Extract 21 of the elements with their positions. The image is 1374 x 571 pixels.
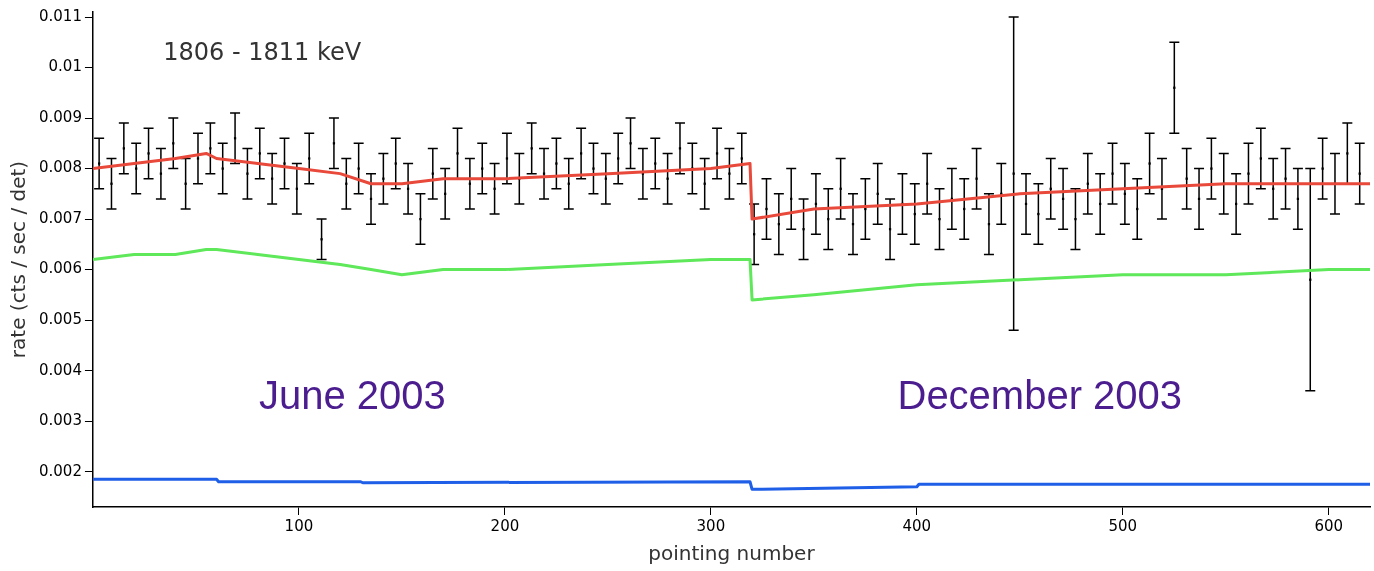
y-tick-label: 0.004 [38,360,82,379]
x-tick-label: 100 [284,516,314,535]
x-tick-label: 400 [902,516,932,535]
annotation: 1806 - 1811 keV [163,38,362,67]
x-tick-label: 200 [490,516,520,535]
y-tick-label: 0.007 [38,208,82,227]
annotation: June 2003 [258,373,446,418]
x-tick-label: 300 [696,516,726,535]
y-tick-label: 0.011 [38,6,82,25]
y-axis-title: rate (cts / sec / det) [6,160,31,359]
x-tick-label: 600 [1314,516,1344,535]
y-tick-label: 0.006 [38,259,82,278]
y-tick-label: 0.005 [38,310,82,328]
y-tick-label: 0.003 [38,411,82,430]
y-tick-label: 0.01 [48,57,82,76]
y-tick-label: 0.008 [38,158,82,177]
x-axis-title: pointing number [648,541,816,566]
y-tick-label: 0.002 [38,461,82,480]
x-tick-label: 500 [1108,516,1138,535]
annotation: December 2003 [897,373,1183,418]
y-tick-label: 0.009 [38,107,82,126]
